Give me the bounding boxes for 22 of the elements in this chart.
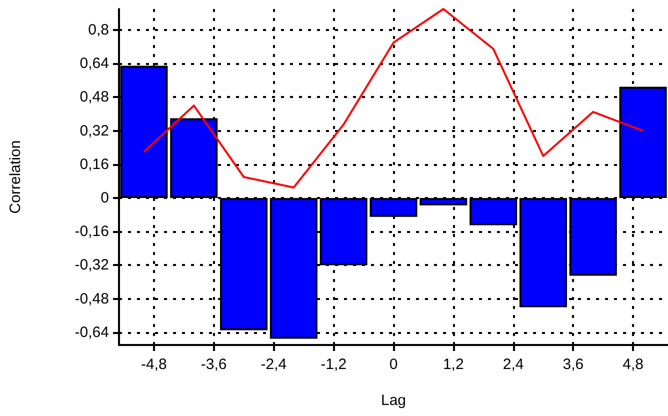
line-series	[142, 8, 644, 188]
x-tick-label: 2,4	[502, 356, 524, 373]
y-tick-label: -0,48	[74, 290, 109, 308]
y-tick-label: 0,8	[88, 22, 109, 38]
x-tick-label: 3,6	[562, 356, 584, 373]
x-tick-label: -1,2	[320, 356, 347, 373]
y-axis-title: Correlation	[7, 140, 24, 214]
x-tick-label: -3,6	[200, 356, 227, 373]
y-tick-label: 0,64	[80, 55, 109, 72]
y-tick-label: -0,32	[74, 256, 109, 274]
x-tick-label: 0	[389, 356, 398, 373]
y-tick-label: 0,16	[80, 156, 109, 173]
x-axis-title: Lag	[380, 392, 406, 409]
y-tick-label: -0,64	[74, 324, 109, 341]
x-tick-label: 4,8	[622, 356, 644, 373]
x-tick-label: -2,4	[260, 356, 287, 373]
y-tick-label: 0,32	[80, 122, 109, 140]
x-tick-label: -4,8	[141, 356, 167, 373]
x-tick-label: 1,2	[442, 356, 464, 373]
y-tick-label: 0	[100, 190, 109, 206]
y-tick-label: 0,48	[80, 88, 109, 106]
y-tick-label: -0,16	[74, 223, 109, 240]
